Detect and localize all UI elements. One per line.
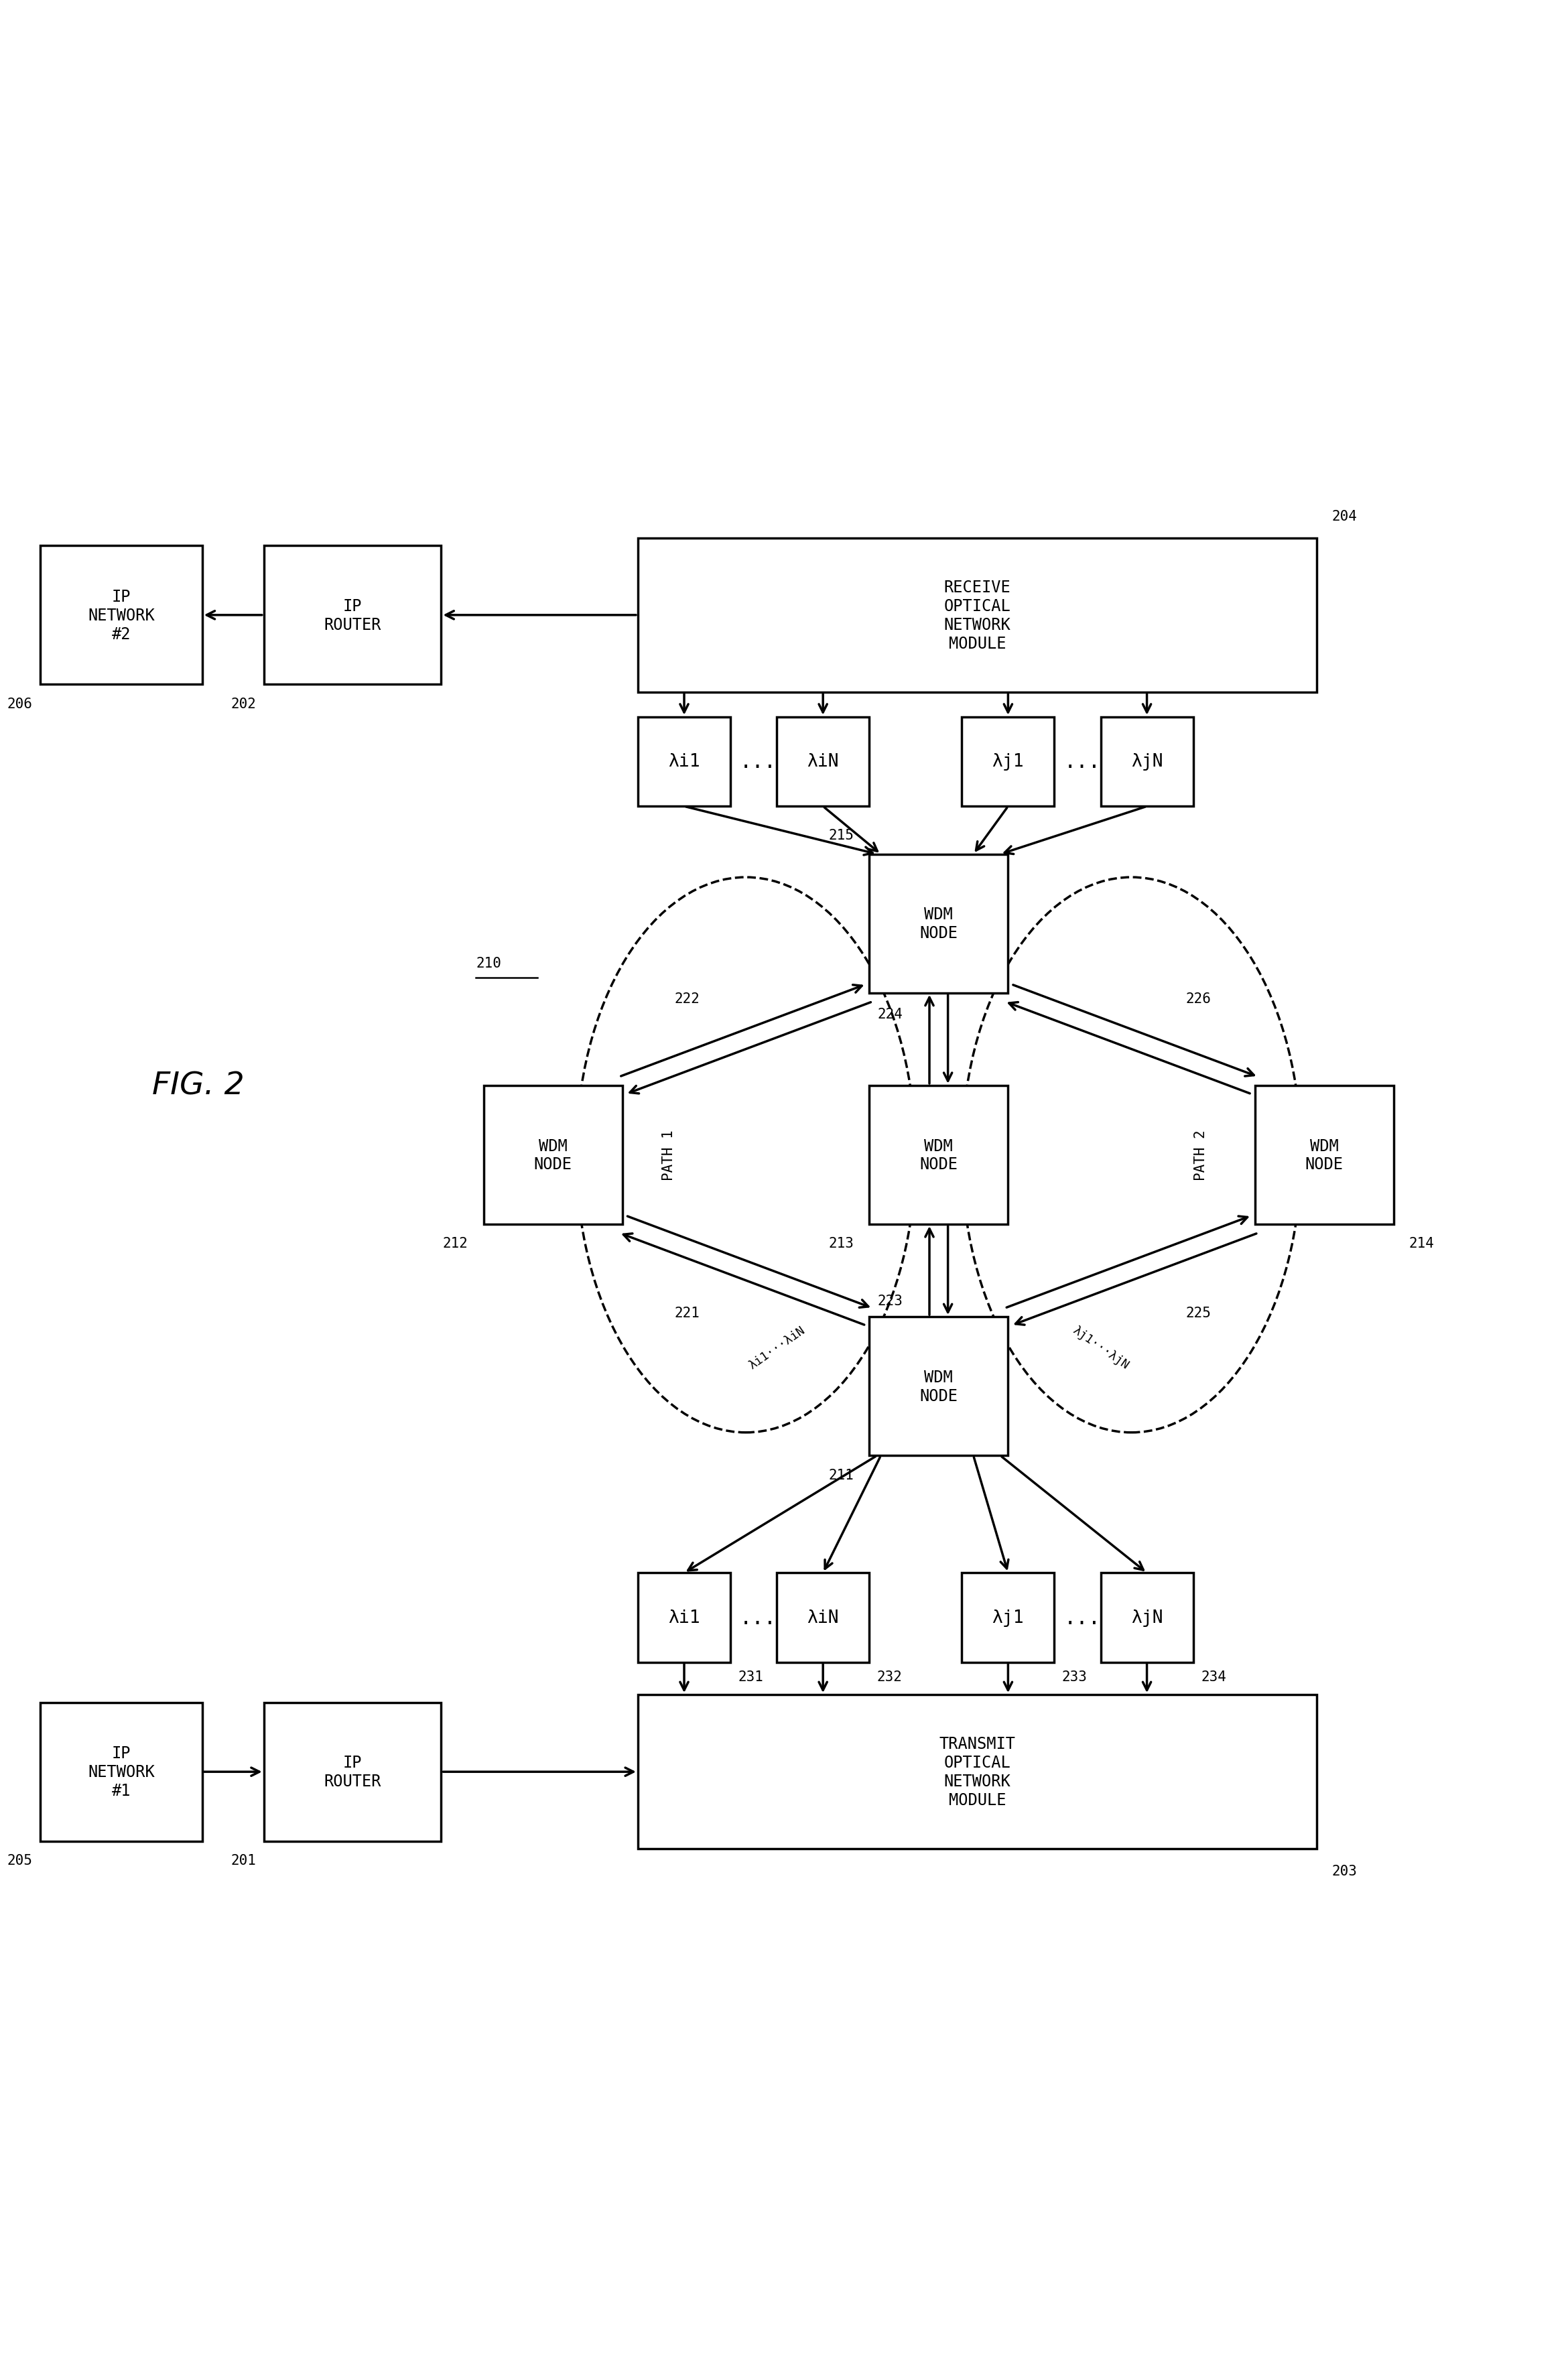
Text: 203: 203 [1331, 1864, 1358, 1879]
Text: 214: 214 [1410, 1236, 1435, 1250]
Text: λiN: λiN [808, 1608, 839, 1627]
Text: WDM
NODE: WDM NODE [919, 1139, 958, 1172]
FancyBboxPatch shape [41, 546, 202, 686]
Text: 215: 215 [828, 828, 855, 842]
Text: 202: 202 [230, 697, 256, 712]
FancyBboxPatch shape [638, 1696, 1317, 1850]
FancyBboxPatch shape [961, 1573, 1054, 1663]
Text: RECEIVE
OPTICAL
NETWORK
MODULE: RECEIVE OPTICAL NETWORK MODULE [944, 579, 1011, 652]
Text: ...: ... [1063, 752, 1101, 771]
Text: 205: 205 [8, 1853, 33, 1867]
FancyBboxPatch shape [869, 1316, 1008, 1456]
Text: 231: 231 [739, 1670, 764, 1684]
Text: 222: 222 [674, 991, 699, 1006]
Text: WDM
NODE: WDM NODE [535, 1139, 572, 1172]
Text: 201: 201 [230, 1853, 256, 1867]
Text: PATH 1: PATH 1 [662, 1129, 676, 1181]
Text: λi1: λi1 [668, 1608, 701, 1627]
Text: IP
NETWORK
#1: IP NETWORK #1 [88, 1746, 155, 1798]
Text: λiN: λiN [808, 754, 839, 771]
Text: 211: 211 [828, 1468, 855, 1482]
FancyBboxPatch shape [869, 854, 1008, 994]
FancyBboxPatch shape [1101, 1573, 1193, 1663]
Text: λi1···λiN: λi1···λiN [746, 1324, 808, 1371]
Text: λj1: λj1 [993, 754, 1024, 771]
FancyBboxPatch shape [776, 1573, 869, 1663]
FancyBboxPatch shape [776, 716, 869, 806]
Text: 234: 234 [1201, 1670, 1226, 1684]
FancyBboxPatch shape [869, 1086, 1008, 1224]
Text: WDM
NODE: WDM NODE [919, 906, 958, 942]
Text: ...: ... [1063, 1608, 1101, 1627]
FancyBboxPatch shape [263, 1703, 441, 1841]
Text: ...: ... [740, 1608, 776, 1627]
Text: WDM
NODE: WDM NODE [919, 1369, 958, 1404]
Text: 226: 226 [1185, 991, 1210, 1006]
Text: 232: 232 [877, 1670, 902, 1684]
FancyBboxPatch shape [961, 716, 1054, 806]
Text: 210: 210 [477, 956, 502, 970]
Text: 221: 221 [674, 1307, 699, 1319]
Text: FIG. 2: FIG. 2 [152, 1070, 245, 1101]
FancyBboxPatch shape [638, 716, 731, 806]
Text: 233: 233 [1062, 1670, 1088, 1684]
FancyBboxPatch shape [41, 1703, 202, 1841]
Text: ...: ... [740, 752, 776, 771]
Text: λi1: λi1 [668, 754, 701, 771]
Text: λj1: λj1 [993, 1608, 1024, 1627]
Text: λjN: λjN [1131, 754, 1163, 771]
FancyBboxPatch shape [1101, 716, 1193, 806]
Text: PATH 2: PATH 2 [1195, 1129, 1207, 1181]
Text: IP
NETWORK
#2: IP NETWORK #2 [88, 588, 155, 643]
Text: 206: 206 [8, 697, 33, 712]
Text: 213: 213 [828, 1236, 855, 1250]
Text: 224: 224 [878, 1008, 903, 1020]
Text: WDM
NODE: WDM NODE [1305, 1139, 1344, 1172]
FancyBboxPatch shape [483, 1086, 622, 1224]
Text: λjN: λjN [1131, 1608, 1163, 1627]
Text: 225: 225 [1185, 1307, 1210, 1319]
FancyBboxPatch shape [638, 1573, 731, 1663]
FancyBboxPatch shape [1254, 1086, 1394, 1224]
FancyBboxPatch shape [263, 546, 441, 686]
Text: λj1···λjN: λj1···λjN [1071, 1324, 1131, 1371]
FancyBboxPatch shape [638, 538, 1317, 693]
Text: IP
ROUTER: IP ROUTER [325, 598, 381, 633]
Text: 212: 212 [442, 1236, 469, 1250]
Text: TRANSMIT
OPTICAL
NETWORK
MODULE: TRANSMIT OPTICAL NETWORK MODULE [939, 1736, 1016, 1807]
Text: 204: 204 [1331, 510, 1358, 522]
Text: 223: 223 [878, 1295, 903, 1307]
Text: IP
ROUTER: IP ROUTER [325, 1755, 381, 1788]
